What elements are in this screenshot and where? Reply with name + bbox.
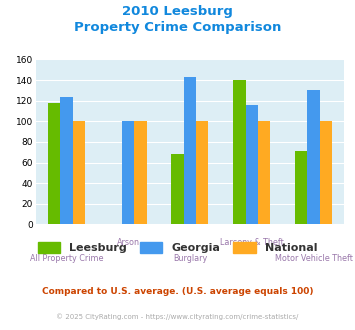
Legend: Leesburg, Georgia, National: Leesburg, Georgia, National [38,242,317,253]
Bar [295,151,307,224]
Bar [184,77,196,224]
Bar [48,103,60,224]
Bar [307,90,320,224]
Bar [246,105,258,224]
Text: Property Crime Comparison: Property Crime Comparison [74,21,281,34]
Text: Motor Vehicle Theft: Motor Vehicle Theft [274,254,353,263]
Text: Larceny & Theft: Larceny & Theft [220,238,284,247]
Bar [233,80,246,224]
Bar [171,154,184,224]
Bar [72,121,85,224]
Bar [320,121,332,224]
Text: © 2025 CityRating.com - https://www.cityrating.com/crime-statistics/: © 2025 CityRating.com - https://www.city… [56,314,299,320]
Text: 2010 Leesburg: 2010 Leesburg [122,5,233,18]
Text: All Property Crime: All Property Crime [29,254,103,263]
Text: Compared to U.S. average. (U.S. average equals 100): Compared to U.S. average. (U.S. average … [42,287,313,296]
Bar [122,121,134,224]
Bar [196,121,208,224]
Bar [258,121,270,224]
Bar [60,96,72,224]
Text: Burglary: Burglary [173,254,207,263]
Text: Arson: Arson [117,238,140,247]
Bar [134,121,147,224]
